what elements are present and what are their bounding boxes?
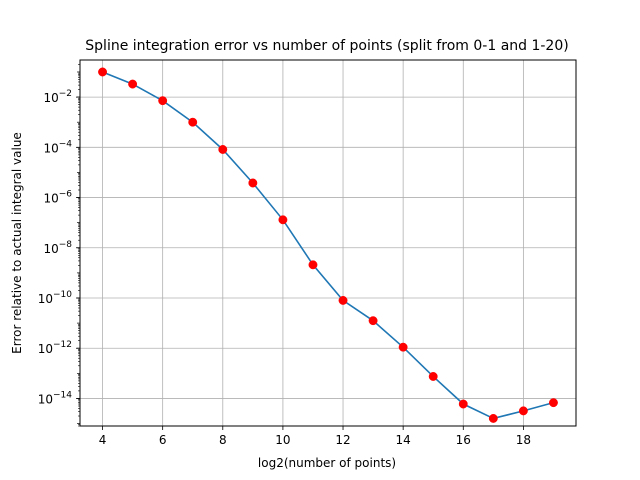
y-tick-base: 10 <box>43 192 58 206</box>
y-tick-label: 10−14 <box>38 390 73 406</box>
y-tick-exponent: −8 <box>59 240 73 250</box>
y-axis-label: Error relative to actual integral value <box>10 132 24 354</box>
data-point <box>218 145 228 154</box>
data-point <box>428 372 438 381</box>
plot-frame <box>79 59 577 427</box>
x-tick-label: 6 <box>159 433 167 447</box>
y-tick-base: 10 <box>43 91 58 105</box>
y-tick-base: 10 <box>38 292 53 306</box>
data-point <box>128 79 138 89</box>
data-point <box>488 413 498 423</box>
data-point <box>398 342 408 352</box>
ticks: 4 6 8 10 12 14 16 1810−1410−1210−1010−810−610−4… <box>38 64 531 447</box>
x-tick-label: 18 <box>516 433 531 447</box>
data-point <box>518 406 528 416</box>
x-tick-label: 4 <box>99 433 107 447</box>
y-tick-exponent: −4 <box>59 139 73 149</box>
x-tick-label: 8 <box>219 433 227 447</box>
y-tick-label: 10−2 <box>43 89 72 105</box>
x-axis-label: log2(number of points) <box>258 456 396 470</box>
data-point <box>188 117 198 127</box>
y-tick-label: 10−6 <box>43 190 72 206</box>
series-line <box>102 71 554 420</box>
series-layer <box>98 67 558 423</box>
y-tick-base: 10 <box>38 392 53 406</box>
y-tick-exponent: −12 <box>53 340 72 350</box>
data-point <box>308 260 318 270</box>
y-tick-label: 10−4 <box>43 139 72 155</box>
y-tick-label: 10−10 <box>38 290 73 306</box>
data-point <box>158 96 168 106</box>
y-tick-base: 10 <box>38 342 53 356</box>
y-tick-base: 10 <box>43 242 58 256</box>
data-point <box>338 295 348 305</box>
x-tick-label: 10 <box>275 433 290 447</box>
x-tick-label: 16 <box>456 433 471 447</box>
chart-title: Spline integration error vs number of po… <box>85 38 568 54</box>
data-point <box>278 215 288 225</box>
y-tick-exponent: −14 <box>53 390 72 400</box>
y-tick-exponent: −10 <box>53 290 72 300</box>
data-point <box>248 178 258 188</box>
y-tick-label: 10−8 <box>43 240 72 256</box>
y-tick-exponent: −2 <box>59 89 72 99</box>
grid <box>80 60 576 426</box>
y-tick-label: 10−12 <box>38 340 72 356</box>
y-tick-base: 10 <box>43 141 58 155</box>
data-point <box>458 399 468 409</box>
data-point <box>549 398 558 408</box>
x-tick-label: 12 <box>335 433 350 447</box>
data-point <box>368 316 378 326</box>
data-point <box>98 67 107 77</box>
y-tick-exponent: −6 <box>59 190 73 200</box>
x-tick-label: 14 <box>396 433 411 447</box>
